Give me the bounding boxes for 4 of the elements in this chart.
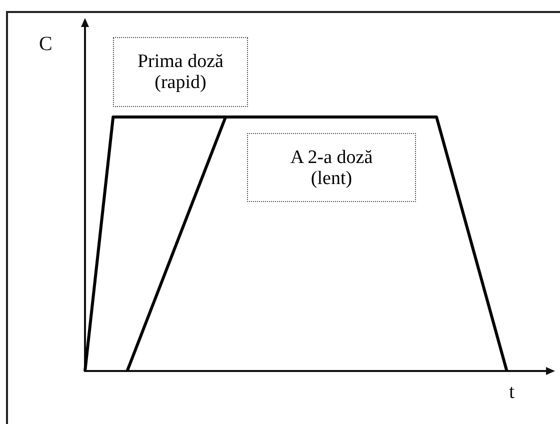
series-label: A 2-a doză (lent) bbox=[289, 146, 374, 188]
y-axis-title: C bbox=[39, 33, 52, 55]
x-axis-title: t bbox=[509, 381, 515, 403]
series-label: Prima doză (rapid) bbox=[136, 51, 224, 93]
